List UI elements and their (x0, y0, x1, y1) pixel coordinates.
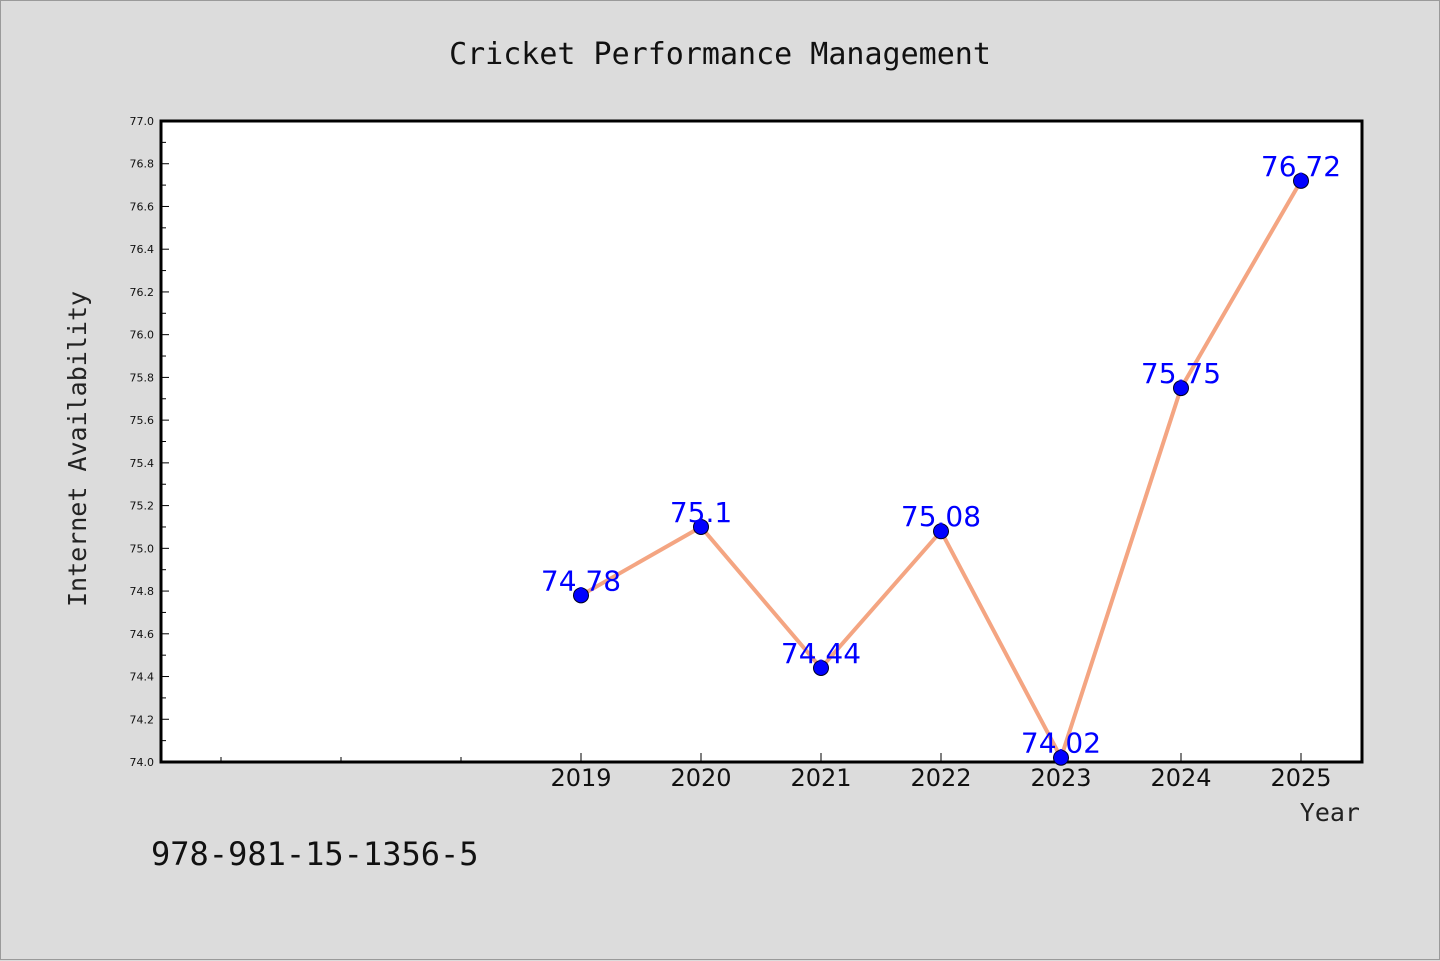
data-point (1053, 749, 1069, 766)
y-axis-label: Internet Availability (63, 291, 92, 607)
x-tick-label: 2024 (1150, 764, 1211, 792)
data-point (573, 587, 589, 604)
x-tick-label: 2021 (790, 764, 851, 792)
y-tick-label: 76.8 (130, 158, 155, 171)
data-label: 74.02 (1021, 727, 1101, 760)
plot-area (159, 119, 1364, 764)
y-tick-label: 75.0 (130, 542, 155, 555)
y-tick-label: 74.8 (130, 585, 155, 598)
y-tick-label: 76.2 (130, 286, 155, 299)
x-tick-label: 2023 (1030, 764, 1091, 792)
x-tick-label: 2022 (910, 764, 971, 792)
series-group (573, 172, 1309, 766)
y-tick-label: 76.0 (130, 329, 155, 342)
y-tick-label: 75.4 (130, 457, 155, 470)
data-point (1293, 172, 1309, 189)
data-point (933, 523, 949, 540)
isbn-text: 978-981-15-1356-5 (151, 835, 479, 873)
data-labels: 74.78 75.1 74.44 75.08 74.02 75.75 76.72 (541, 150, 1341, 760)
x-axis-label: Year (1300, 798, 1360, 827)
y-tick-label: 76.6 (130, 200, 155, 213)
data-label: 74.78 (541, 564, 621, 597)
x-tick-label: 2020 (670, 764, 731, 792)
data-point (693, 518, 709, 535)
data-label: 75.1 (670, 496, 732, 529)
chart-title: Cricket Performance Management (449, 37, 991, 72)
y-tick-label: 77.0 (130, 115, 155, 128)
y-tick-label: 74.6 (130, 628, 155, 641)
data-label: 76.72 (1261, 150, 1341, 183)
y-tick-label: 75.2 (130, 500, 155, 513)
y-tick-label: 76.4 (130, 243, 155, 256)
x-tick-label: 2025 (1270, 764, 1331, 792)
y-tick-label: 74.2 (130, 713, 155, 726)
y-tick-label: 75.6 (130, 414, 155, 427)
data-label: 75.08 (901, 500, 981, 533)
x-axis: 2019 2020 2021 2022 2023 2024 2025 (220, 753, 1332, 792)
y-tick-label: 75.8 (130, 371, 155, 384)
y-axis: 74.0 74.2 74.4 74.6 74.8 75.0 75.2 75.4 75.6 75.8… (130, 115, 169, 769)
data-label: 75.75 (1141, 357, 1221, 390)
y-tick-label: 74.0 (130, 756, 155, 769)
data-label: 74.44 (781, 637, 861, 670)
data-point (1173, 380, 1189, 397)
data-point (813, 659, 829, 676)
y-tick-label: 74.4 (130, 671, 155, 684)
x-tick-label: 2019 (550, 764, 611, 792)
